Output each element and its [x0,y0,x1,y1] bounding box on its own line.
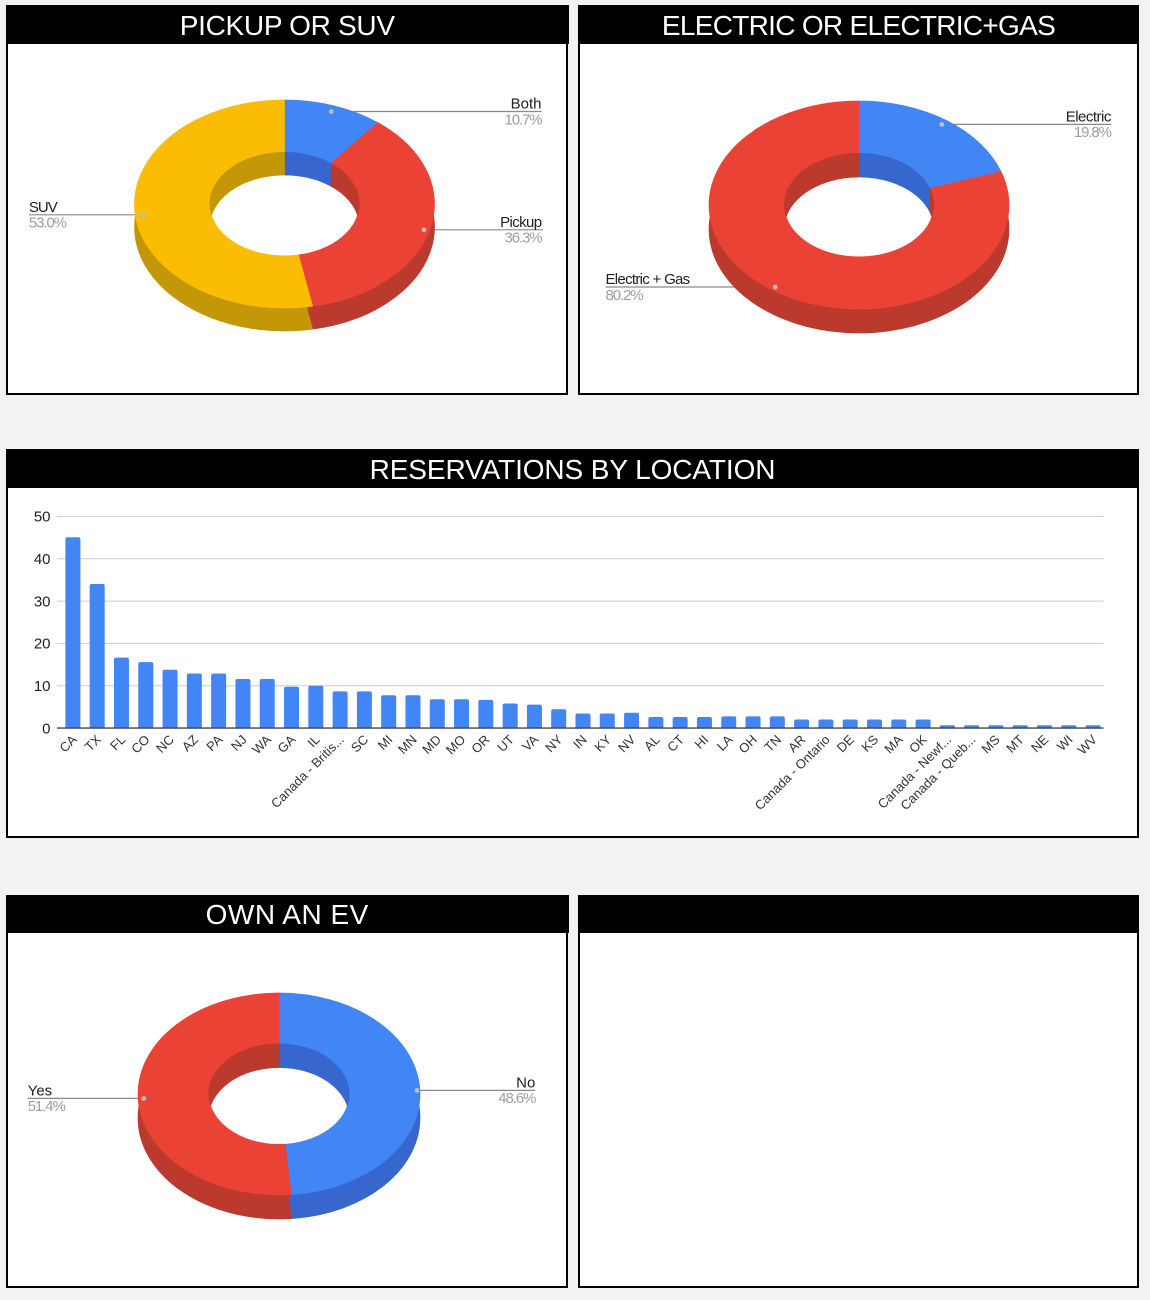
svg-text:NY: NY [542,732,566,756]
svg-text:80.2%: 80.2% [606,287,644,304]
svg-text:LA: LA [714,732,736,754]
svg-text:Both: Both [511,96,542,113]
svg-text:50: 50 [34,509,51,526]
svg-text:NE: NE [1028,732,1052,756]
svg-text:UT: UT [494,732,517,755]
svg-text:AZ: AZ [179,732,201,754]
svg-text:Pickup: Pickup [500,214,542,231]
svg-text:SC: SC [348,732,371,755]
svg-text:CT: CT [664,732,687,755]
svg-text:MD: MD [419,732,444,757]
svg-text:Electric: Electric [1066,108,1112,125]
svg-text:GA: GA [274,732,298,756]
svg-text:NV: NV [615,732,639,756]
svg-text:HI: HI [691,732,711,752]
svg-text:51.4%: 51.4% [28,1098,66,1115]
svg-text:MO: MO [443,732,468,757]
svg-text:OR: OR [468,732,492,756]
svg-text:19.8%: 19.8% [1074,124,1112,141]
svg-text:VA: VA [519,732,541,754]
svg-text:MT: MT [1003,732,1027,756]
svg-text:40: 40 [34,551,51,568]
svg-text:WV: WV [1074,732,1100,758]
svg-text:AL: AL [641,732,663,754]
svg-text:Yes: Yes [28,1082,52,1099]
svg-text:IN: IN [570,732,590,752]
svg-text:WA: WA [249,732,274,757]
svg-text:TX: TX [82,732,105,755]
svg-text:36.3%: 36.3% [504,230,542,247]
svg-text:30: 30 [34,593,51,610]
svg-text:DE: DE [834,732,858,756]
svg-text:Electric + Gas: Electric + Gas [606,271,690,288]
svg-text:WI: WI [1054,732,1076,754]
svg-text:MS: MS [978,732,1003,757]
svg-text:TN: TN [761,732,784,755]
svg-text:20: 20 [34,636,51,653]
svg-text:CO: CO [128,732,152,756]
svg-text:10.7%: 10.7% [504,111,542,128]
svg-text:MI: MI [375,732,396,753]
svg-text:PA: PA [203,732,225,754]
svg-text:MA: MA [881,732,906,757]
svg-text:NJ: NJ [228,732,250,754]
svg-text:0: 0 [42,720,50,737]
svg-text:KS: KS [858,732,881,755]
svg-text:NC: NC [153,732,177,756]
svg-text:OH: OH [735,732,759,756]
svg-text:53.0%: 53.0% [29,215,67,232]
svg-text:No: No [516,1074,535,1091]
svg-text:KY: KY [591,732,614,755]
svg-text:FL: FL [107,732,128,753]
svg-text:10: 10 [34,678,51,695]
svg-text:MN: MN [395,732,420,757]
svg-text:48.6%: 48.6% [498,1090,536,1107]
svg-text:SUV: SUV [29,199,58,216]
svg-text:CA: CA [56,732,80,756]
